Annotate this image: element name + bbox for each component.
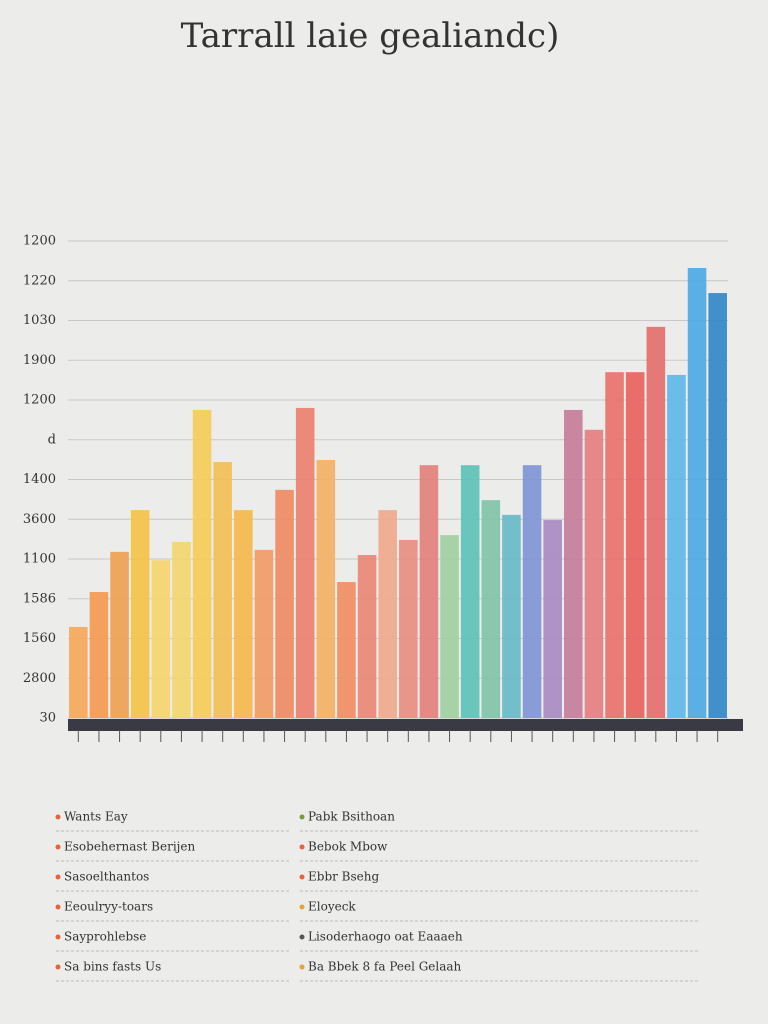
y-tick-label: 1200 <box>23 393 56 408</box>
bar <box>234 510 253 718</box>
y-tick-label: 1400 <box>23 472 56 487</box>
y-tick-label: 1200 <box>23 234 56 249</box>
y-tick-label: 3600 <box>23 512 56 527</box>
note-marker <box>299 874 305 880</box>
note-text: Sayprohlebse <box>64 930 146 944</box>
note-text: Pabk Bsithoan <box>308 810 395 824</box>
note-marker <box>55 964 61 970</box>
note-marker <box>55 844 61 850</box>
bar <box>419 465 439 718</box>
bar <box>213 462 232 718</box>
bar <box>646 326 666 718</box>
bar <box>481 500 501 718</box>
y-tick-label: 1560 <box>23 631 56 646</box>
bar <box>667 374 686 718</box>
note-marker <box>299 934 305 940</box>
bar <box>295 407 315 718</box>
y-tick-label: 1586 <box>23 591 56 606</box>
y-tick-label: 30 <box>39 711 56 726</box>
note-marker <box>299 904 305 910</box>
note-text: Eloyeck <box>308 900 356 914</box>
baseline-strip <box>68 719 743 731</box>
note-text: Ba Bbek 8 fa Peel Gelaah <box>308 960 462 974</box>
note-marker <box>55 904 61 910</box>
bar <box>687 268 707 718</box>
note-text: Wants Eay <box>64 810 128 824</box>
bar <box>460 465 480 718</box>
note-text: Lisoderhaogo oat Eaaaeh <box>308 930 463 944</box>
note-text: Ebbr Bsehg <box>308 870 379 884</box>
bar <box>502 514 521 718</box>
bar <box>151 560 171 718</box>
y-tick-label: 1100 <box>23 552 56 567</box>
bar <box>708 293 727 718</box>
note-marker <box>55 874 61 880</box>
note-marker <box>299 964 305 970</box>
note-text: Sasoelthantos <box>64 870 149 884</box>
bar <box>584 429 604 718</box>
bar <box>130 510 150 718</box>
bar <box>564 409 583 718</box>
note-marker <box>55 814 61 820</box>
note-marker <box>299 814 305 820</box>
note-text: Sa bins fasts Us <box>64 960 161 974</box>
bar <box>69 626 88 718</box>
bar <box>172 541 191 718</box>
y-tick-label: 1900 <box>23 353 56 368</box>
bar <box>357 555 377 718</box>
y-tick-label: 1220 <box>23 273 56 288</box>
bar <box>440 535 459 718</box>
note-text: Eeoulryy-toars <box>64 900 153 914</box>
note-marker <box>55 934 61 940</box>
bar <box>378 510 397 718</box>
bar <box>316 460 336 718</box>
y-tick-label: 1030 <box>23 313 56 328</box>
note-text: Bebok Mbow <box>308 840 388 854</box>
bar <box>543 520 562 718</box>
bar <box>192 409 212 718</box>
note-text: Esobehernast Berijen <box>64 840 195 854</box>
y-tick-label: d <box>48 432 56 447</box>
bar <box>399 539 418 718</box>
chart-title: Tarrall laie gealiandc) <box>181 16 560 56</box>
bar <box>275 489 294 718</box>
bar <box>337 582 356 718</box>
bar <box>605 372 624 718</box>
y-tick-label: 2800 <box>23 671 56 686</box>
note-marker <box>299 844 305 850</box>
bar <box>522 465 542 718</box>
bar <box>110 551 129 718</box>
bar <box>625 372 645 718</box>
bar <box>89 591 109 718</box>
bar <box>254 549 274 718</box>
